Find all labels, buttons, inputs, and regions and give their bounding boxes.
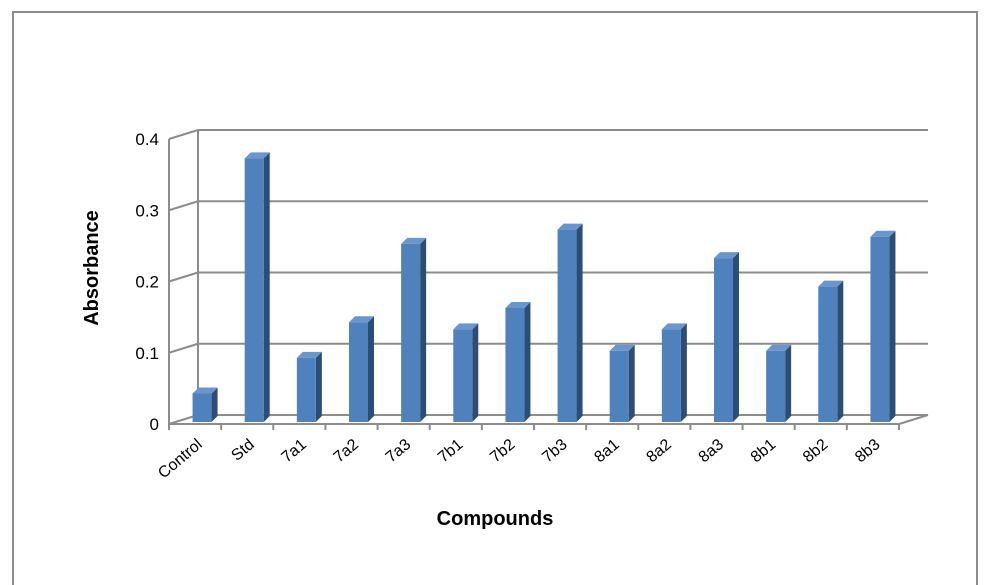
x-tick-label: 7b2 [487, 436, 518, 466]
bar-side [628, 344, 635, 422]
bar-side [472, 323, 479, 422]
gridline-side [168, 271, 199, 283]
bar-side [263, 152, 270, 422]
bar-top [349, 316, 374, 323]
bar-side [368, 316, 374, 422]
x-tick-label: 7b1 [435, 436, 466, 466]
bar [401, 243, 421, 422]
bar-top [505, 302, 531, 308]
bar-side [889, 230, 896, 422]
bar [609, 350, 629, 422]
y-axis-title: Absorbance [81, 210, 103, 326]
gridlines [168, 129, 929, 430]
bar-side [733, 252, 739, 422]
x-axis-title: Compounds [437, 508, 554, 530]
bar-side [785, 344, 792, 422]
floor-right-edge [898, 414, 929, 425]
bar-top [766, 344, 792, 351]
bar-top [244, 152, 270, 159]
gridline-side [168, 200, 199, 212]
bar [557, 229, 577, 422]
y-tick-label: 0.3 [135, 201, 159, 220]
x-tick-label: 7a2 [331, 436, 362, 466]
bar-side [837, 280, 844, 422]
bar-side [211, 387, 218, 422]
bar [714, 258, 733, 422]
bar-side [420, 237, 427, 422]
bar [244, 158, 264, 422]
x-tick-label: Control [155, 436, 205, 482]
gridline-side [168, 342, 199, 354]
bar [349, 322, 368, 422]
x-tick-label: 8b1 [748, 436, 779, 466]
x-tick-label: 7b3 [539, 436, 570, 466]
y-tick-label: 0.1 [135, 344, 159, 363]
y-tick-label: 0 [150, 415, 159, 434]
y-tick-label: 0.4 [135, 130, 159, 149]
x-tick-label: Std [228, 436, 257, 464]
bar-top [870, 230, 896, 237]
y-tick-label: 0.2 [135, 273, 159, 292]
bar [870, 236, 890, 422]
x-tick-label: 8b2 [800, 436, 831, 466]
bar [661, 329, 681, 422]
x-tick-label: 8a1 [591, 436, 622, 466]
bar [453, 329, 473, 422]
bar-top [714, 252, 739, 259]
bar-side [315, 351, 322, 422]
bar-side [524, 302, 531, 422]
x-tick-label: 7a3 [383, 436, 414, 466]
bars [192, 152, 896, 422]
bar-top [401, 237, 427, 244]
x-tick-label: 8b3 [852, 436, 883, 466]
bar-top [453, 323, 479, 330]
bar-top [609, 344, 635, 351]
bar [192, 393, 212, 422]
bar-top [818, 280, 844, 287]
bar-side [680, 323, 687, 422]
x-tick-label: 8a3 [696, 436, 727, 466]
x-tick-label: 7a1 [279, 436, 310, 466]
bar [505, 308, 525, 422]
gridline-side [168, 129, 199, 140]
bar-top [661, 323, 687, 330]
x-tick-label: 8a2 [644, 436, 675, 466]
bar-top [557, 223, 583, 230]
bar-side [576, 223, 583, 422]
bar [296, 357, 316, 422]
bar-top [192, 387, 218, 394]
bar-top [296, 351, 322, 358]
chart-frame [12, 11, 978, 585]
bar [818, 286, 838, 422]
bar [766, 350, 786, 422]
y-tick-labels: 0 0.1 0.2 0.3 0.4 [135, 130, 159, 434]
x-tick-labels: Control Std 7a1 7a2 7a3 7b1 7b2 7b3 8a1 8a2 8a3 8b1… [155, 436, 883, 482]
